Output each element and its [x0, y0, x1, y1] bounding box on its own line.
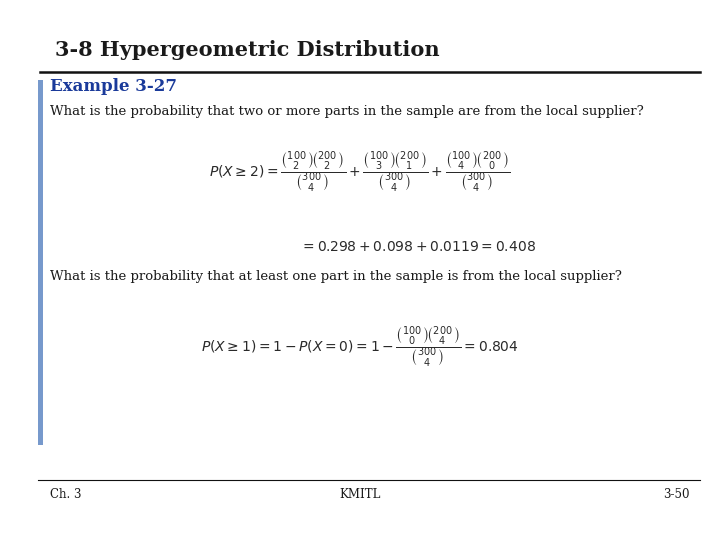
Text: $P(X \geq 2) = \dfrac{\binom{100}{2}\!\binom{200}{2}}{\binom{300}{4}} + \dfrac{\: $P(X \geq 2) = \dfrac{\binom{100}{2}\!\b…	[209, 150, 511, 195]
Text: What is the probability that two or more parts in the sample are from the local : What is the probability that two or more…	[50, 105, 644, 118]
Text: What is the probability that at least one part in the sample is from the local s: What is the probability that at least on…	[50, 270, 622, 283]
Text: 3-50: 3-50	[664, 488, 690, 501]
Text: KMITL: KMITL	[339, 488, 381, 501]
Text: Ch. 3: Ch. 3	[50, 488, 81, 501]
Bar	[38, 80, 43, 445]
Text: 3-8 Hypergeometric Distribution: 3-8 Hypergeometric Distribution	[55, 40, 440, 60]
Text: $P(X \geq 1) = 1 - P(X=0) = 1 - \dfrac{\binom{100}{0}\!\binom{200}{4}}{\binom{30: $P(X \geq 1) = 1 - P(X=0) = 1 - \dfrac{\…	[201, 325, 519, 370]
Text: Example 3-27: Example 3-27	[50, 78, 177, 95]
Text: $= 0.298 + 0.098 + 0.0119 = 0.408$: $= 0.298 + 0.098 + 0.0119 = 0.408$	[300, 240, 536, 254]
